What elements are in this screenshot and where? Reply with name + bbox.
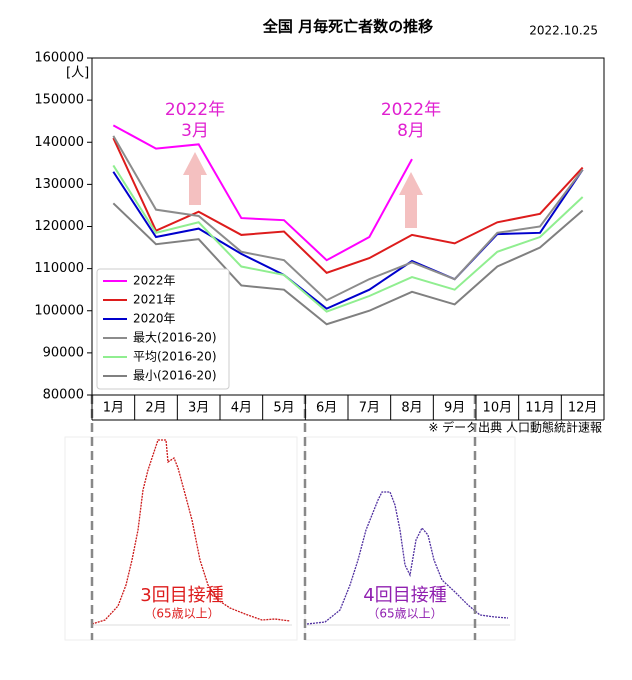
x-tick-label: 11月	[525, 401, 555, 416]
vaccination-label: 4回目接種	[363, 585, 446, 606]
series-line	[112, 202, 584, 326]
legend-label: 2021年	[133, 293, 176, 307]
legend-label: 最小(2016-20)	[133, 369, 217, 383]
legend-label: 2020年	[133, 312, 176, 326]
y-tick-label: 130000	[34, 177, 84, 192]
series-line	[112, 135, 584, 302]
legend-box	[96, 268, 230, 390]
y-tick-label: 100000	[34, 303, 84, 318]
y-tick-label: 120000	[34, 219, 84, 234]
x-tick-label: 6月	[316, 401, 337, 416]
legend-label: 最大(2016-20)	[133, 331, 217, 345]
series-line	[112, 164, 584, 313]
vaccination-curve	[91, 439, 291, 625]
x-tick-label: 10月	[483, 401, 513, 416]
date: 2022.10.25	[529, 24, 598, 38]
y-tick-label: 150000	[34, 93, 84, 108]
y-tick-label: 140000	[34, 135, 84, 150]
y-tick-label: 90000	[43, 345, 84, 360]
y-tick-label: 160000	[34, 51, 84, 66]
y-tick-label: 110000	[34, 261, 84, 276]
vaccination-note: （65歳以上）	[367, 607, 442, 621]
x-tick-label: 4月	[231, 401, 252, 416]
y-axis-label: [人]	[66, 66, 89, 81]
x-tick-label: 7月	[359, 401, 380, 416]
mini-panel	[304, 436, 516, 641]
legend-label: 平均(2016-20)	[133, 350, 217, 364]
x-tick-label: 8月	[401, 401, 422, 416]
arrow	[183, 152, 207, 205]
y-tick-label: 80000	[43, 388, 84, 403]
annotation: 2022年	[165, 100, 225, 120]
arrow	[399, 172, 423, 228]
annotation: 2022年	[381, 100, 441, 120]
series-line	[112, 169, 584, 310]
legend-label: 2022年	[133, 274, 176, 288]
x-tick-label: 1月	[103, 401, 124, 416]
vaccination-note: （65歳以上）	[144, 607, 219, 621]
mini-panel	[64, 436, 298, 641]
annotation: 8月	[397, 121, 425, 141]
series-line	[112, 137, 584, 274]
x-tick-label: 5月	[273, 401, 294, 416]
x-tick-label: 9月	[444, 401, 465, 416]
vaccination-label: 3回目接種	[140, 585, 223, 606]
x-tick-label: 2月	[145, 401, 166, 416]
vaccination-curve	[306, 491, 509, 625]
x-tick-label: 12月	[568, 401, 598, 416]
chart-title: 全国 月毎死亡者数の推移	[262, 18, 433, 36]
mini-charts	[64, 436, 516, 641]
annotation: 3月	[181, 121, 209, 141]
source: ※ データ出典 人口動態統計速報	[428, 420, 602, 435]
x-tick-label: 3月	[188, 401, 209, 416]
series-line	[112, 124, 413, 262]
